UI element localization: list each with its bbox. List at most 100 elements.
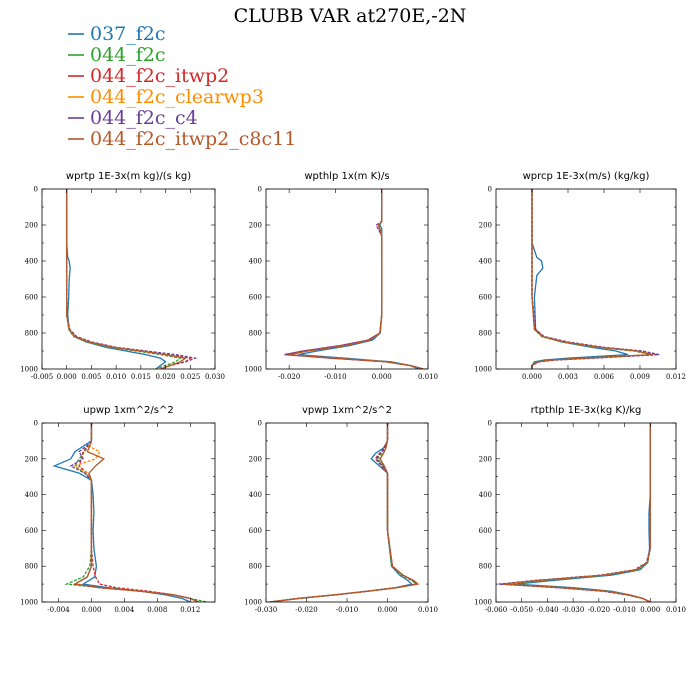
x-tick-label: -0.010: [613, 606, 635, 614]
chart-panel: upwp 1xm^2/s^2 -0.004 0.000 0.004 0.008 0.012…: [20, 405, 216, 614]
x-tick-label: -0.020: [295, 606, 317, 614]
x-tick-label: -0.030: [562, 606, 584, 614]
y-tick-label: 800: [25, 330, 38, 338]
y-tick-label: 800: [25, 563, 38, 571]
chart-panel: vpwp 1xm^2/s^2 -0.030 -0.020 -0.010 0.000 0.0…: [244, 405, 438, 614]
x-tick-label: 0.005: [81, 373, 101, 381]
plot-frame: [495, 188, 677, 370]
panel-title: wprcp 1E-3x(m/s) (kg/kg): [523, 171, 650, 182]
x-tick-label: -0.060: [485, 606, 507, 614]
series-line: [269, 423, 418, 602]
legend-label: 044_f2c_itwp2: [90, 65, 229, 87]
series-line: [284, 189, 424, 369]
series-line: [269, 423, 420, 602]
x-tick-label: -0.020: [588, 606, 610, 614]
series-line: [66, 189, 183, 369]
series-line: [66, 189, 187, 369]
x-tick-label: -0.040: [536, 606, 558, 614]
y-tick-label: 0: [258, 420, 262, 428]
series-line: [501, 423, 651, 602]
y-tick-label: 200: [479, 222, 492, 230]
y-tick-label: 400: [479, 491, 492, 499]
chart-panel: rtpthlp 1E-3x(kg K)/kg -0.060 -0.050 -0.040…: [474, 405, 686, 614]
y-tick-label: 200: [249, 455, 262, 463]
x-tick-label: -0.010: [324, 373, 346, 381]
y-tick-label: 600: [479, 294, 492, 302]
series-line: [531, 189, 660, 369]
x-tick-label: -0.020: [278, 373, 300, 381]
x-tick-label: 0.010: [418, 373, 438, 381]
series-line: [503, 423, 651, 602]
y-tick-label: 0: [34, 186, 38, 194]
x-tick-label: -0.004: [47, 606, 70, 614]
y-tick-label: 400: [25, 491, 38, 499]
panel-title: upwp 1xm^2/s^2: [83, 405, 173, 416]
legend-label: 044_f2c_itwp2_c8c11: [90, 128, 296, 150]
y-tick-label: 200: [249, 222, 262, 230]
x-tick-label: 0.003: [558, 373, 578, 381]
series-line: [284, 189, 424, 369]
legend-label: 037_f2c: [90, 23, 166, 45]
legend-entry: 044_f2c_c4: [68, 107, 198, 129]
y-tick-label: 400: [25, 258, 38, 266]
x-tick-label: 0.015: [131, 373, 151, 381]
x-tick-label: 0.004: [114, 606, 135, 614]
y-tick-label: 0: [488, 186, 492, 194]
x-tick-label: -0.010: [336, 606, 358, 614]
y-tick-label: 0: [258, 186, 262, 194]
x-tick-label: 0.010: [418, 606, 438, 614]
x-tick-label: 0.000: [81, 606, 101, 614]
legend-label: 044_f2c: [90, 44, 166, 66]
series-line: [502, 423, 651, 602]
x-tick-label: 0.006: [594, 373, 615, 381]
legend-entry: 044_f2c_clearwp3: [68, 86, 264, 108]
x-tick-label: -0.050: [511, 606, 533, 614]
y-tick-label: 600: [25, 527, 38, 535]
y-tick-label: 200: [25, 222, 38, 230]
y-tick-label: 400: [479, 258, 492, 266]
series-line: [269, 423, 419, 602]
legend-label: 044_f2c_c4: [90, 107, 198, 129]
series-group: [269, 423, 420, 602]
y-tick-label: 1000: [244, 599, 262, 607]
series-line: [269, 423, 419, 602]
chart-panel: wprcp 1E-3x(m/s) (kg/kg) 0.000 0.003 0.006 0…: [474, 171, 686, 381]
x-tick-label: 0.020: [156, 373, 176, 381]
series-line: [66, 189, 167, 369]
series-line: [269, 423, 420, 602]
series-line: [73, 423, 199, 602]
panel-title: wprtp 1E-3x(m kg)/(s kg): [66, 171, 191, 182]
y-tick-label: 600: [25, 294, 38, 302]
panel-title: vpwp 1xm^2/s^2: [302, 405, 392, 416]
y-tick-label: 0: [488, 420, 492, 428]
series-line: [289, 189, 424, 369]
series-group: [284, 189, 424, 369]
y-tick-label: 800: [479, 563, 492, 571]
legend-entry: 044_f2c_itwp2: [68, 65, 229, 87]
y-tick-label: 1000: [474, 599, 492, 607]
series-line: [73, 423, 199, 602]
series-line: [531, 189, 655, 369]
x-tick-label: 0.000: [377, 606, 397, 614]
y-tick-label: 800: [479, 330, 492, 338]
x-tick-label: -0.005: [31, 373, 53, 381]
series-line: [78, 423, 199, 602]
legend-entry: 044_f2c: [68, 44, 166, 66]
series-line: [531, 189, 629, 369]
panels: wprtp 1E-3x(m kg)/(s kg) -0.005 0.000 0.005…: [20, 171, 686, 614]
series-line: [69, 423, 199, 602]
series-group: [531, 189, 660, 369]
y-tick-label: 600: [249, 294, 262, 302]
x-tick-label: 0.000: [57, 373, 77, 381]
x-tick-label: 0.030: [205, 373, 225, 381]
figure-title: CLUBB VAR at270E,-2N: [234, 5, 467, 27]
series-group: [52, 423, 207, 602]
series-group: [498, 423, 651, 602]
y-tick-label: 200: [479, 455, 492, 463]
series-line: [66, 189, 187, 369]
series-line: [52, 423, 191, 602]
series-line: [516, 423, 651, 602]
y-tick-label: 200: [25, 455, 38, 463]
y-tick-label: 800: [249, 330, 262, 338]
x-tick-label: -0.030: [255, 606, 277, 614]
